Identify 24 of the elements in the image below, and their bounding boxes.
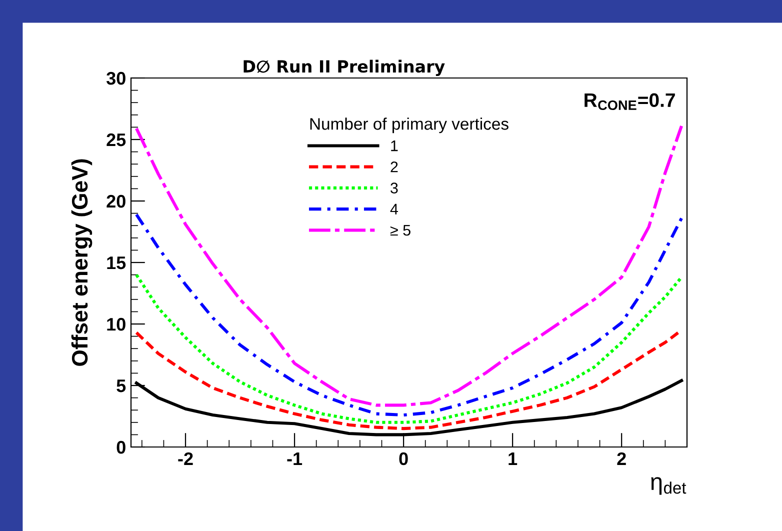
annotation: R$_{CONE}$=0.7 [584,93,675,110]
x-tick-label: 2 [617,452,626,465]
y-tick-label: 25 [106,133,126,146]
legend-title: Number of primary vertices [310,118,508,134]
y-tick-label: 15 [107,256,126,270]
legend-label: ≥ 5 [390,225,410,236]
chart-title: D∅ Run II Preliminary [244,60,445,76]
y-axis-title: Offset energy (GeV) [71,159,92,366]
x-tick-label: -2 [178,452,193,465]
y-tick-label: 5 [116,380,126,392]
x-tick-label: 1 [508,452,518,465]
y-tick-label: 30 [106,72,126,85]
line-series [134,213,684,417]
legend-label: 1 [391,140,398,152]
y-tick-label: 20 [106,194,126,208]
line-series [134,273,684,424]
legend-label: 3 [390,182,398,194]
y-tick-label: 10 [107,318,126,331]
legend-label: 4 [390,204,398,214]
x-axis-title: η$_{det}$ [651,477,686,495]
y-tick-label: 0 [116,440,126,454]
x-tick-label: 0 [399,452,408,466]
legend-label: 2 [390,162,398,172]
x-tick-label: -1 [287,452,302,465]
